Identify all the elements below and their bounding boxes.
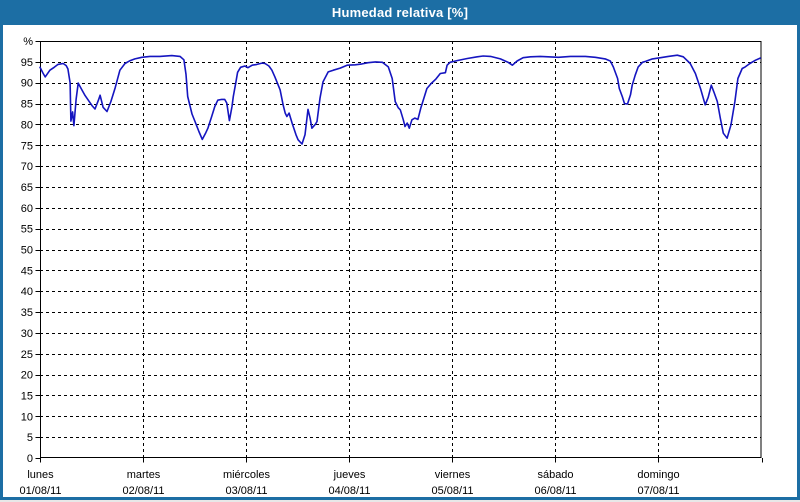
- y-axis-unit-label: %: [23, 36, 33, 48]
- x-date-label: 02/08/11: [122, 485, 164, 497]
- y-tick-label: 90: [21, 78, 33, 90]
- x-day-label: jueves: [333, 469, 366, 481]
- x-date-label: 01/08/11: [19, 485, 61, 497]
- y-tick-label: 20: [21, 370, 33, 382]
- gridlines: [40, 41, 762, 458]
- y-tick-label: 85: [21, 99, 33, 111]
- y-tick-label: 65: [21, 182, 33, 194]
- chart-title: Humedad relativa [%]: [331, 5, 469, 20]
- y-tick-label: 40: [21, 286, 33, 298]
- humidity-line-chart: 0 5 10 15 20 25 30 35 40 45 50 55 60 65 70 75 80 85 90 95% l…: [19, 36, 763, 497]
- y-tick-label: 30: [21, 328, 33, 340]
- x-day-label: domingo: [637, 469, 679, 481]
- x-date-label: 04/08/11: [328, 485, 370, 497]
- x-date-label: 06/08/11: [534, 485, 576, 497]
- y-tick-label: 45: [21, 265, 33, 277]
- title-bar: Humedad relativa [%]: [0, 0, 800, 25]
- x-day-label: miércoles: [223, 469, 271, 481]
- plot-border: [40, 41, 762, 458]
- series-line-humedad-relativa: [39, 54, 762, 145]
- x-day-label: sábado: [537, 469, 573, 481]
- y-tick-label: 75: [21, 140, 33, 152]
- x-axis-labels: lunes 01/08/11 martes 02/08/11 miércoles 03/0…: [19, 458, 763, 497]
- y-tick-label: 70: [21, 161, 33, 173]
- y-tick-label: 55: [21, 224, 33, 236]
- y-tick-label: 60: [21, 203, 33, 215]
- y-tick-label: 95: [21, 57, 33, 69]
- y-tick-label: 35: [21, 307, 33, 319]
- y-tick-label: 10: [21, 411, 33, 423]
- y-tick-label: 15: [21, 390, 33, 402]
- y-tick-label: 80: [21, 119, 33, 131]
- y-tick-label: 50: [21, 245, 33, 257]
- x-date-label: 03/08/11: [225, 485, 267, 497]
- y-axis-labels: 0 5 10 15 20 25 30 35 40 45 50 55 60 65 70 75 80 85 90 95%: [21, 36, 40, 465]
- y-tick-label: 0: [27, 453, 33, 465]
- x-day-label: viernes: [435, 469, 471, 481]
- x-date-label: 05/08/11: [431, 485, 473, 497]
- x-date-label: 07/08/11: [637, 485, 679, 497]
- y-tick-label: 5: [27, 432, 33, 444]
- y-tick-label: 25: [21, 349, 33, 361]
- chart-canvas: 0 5 10 15 20 25 30 35 40 45 50 55 60 65 70 75 80 85 90 95% l…: [3, 25, 797, 497]
- x-day-label: martes: [127, 469, 161, 481]
- x-day-label: lunes: [27, 469, 54, 481]
